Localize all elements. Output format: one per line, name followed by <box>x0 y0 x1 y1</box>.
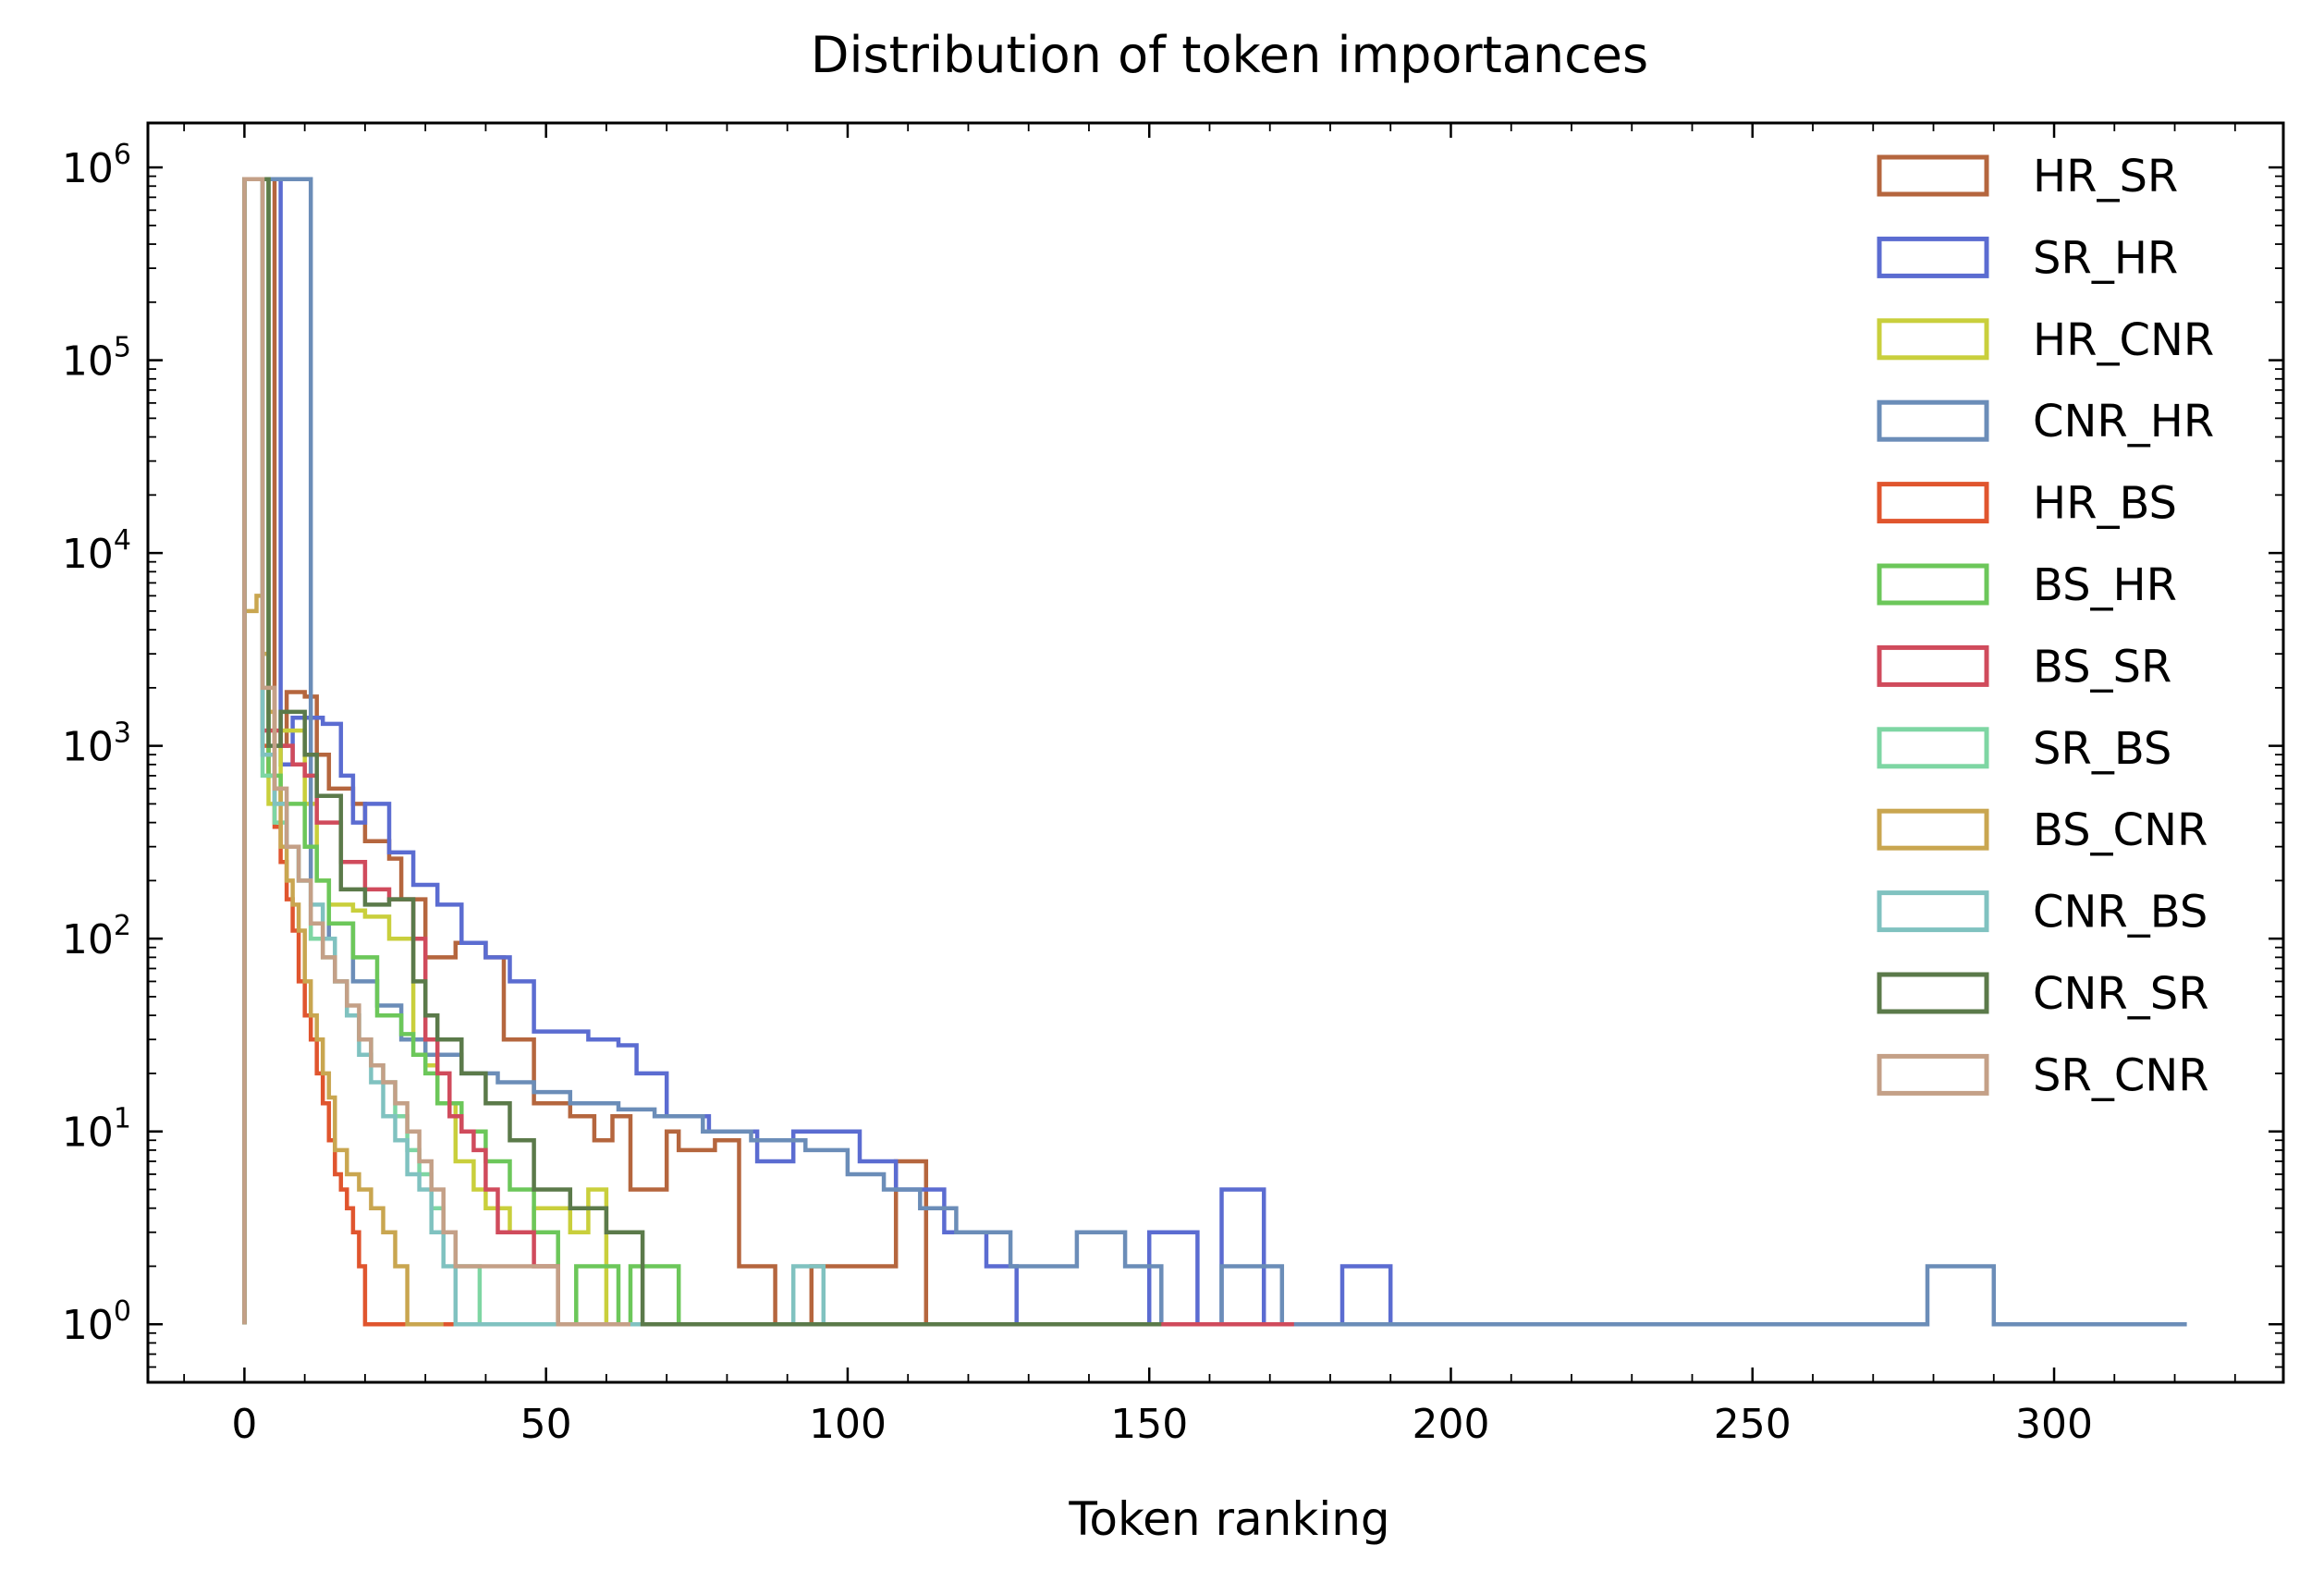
y-tick-label: 103 <box>62 718 131 771</box>
x-axis-label: Token ranking <box>1068 1492 1389 1546</box>
x-tick-label: 100 <box>809 1401 887 1448</box>
legend-swatch <box>1877 399 1989 442</box>
legend-swatch <box>1877 563 1989 606</box>
x-tick-label: 150 <box>1110 1401 1188 1448</box>
chart-title: Distribution of token importances <box>811 26 1648 84</box>
legend: HR_SR SR_HR HR_CNR CNR_HR HR_BS BS_HR BS_SR SR_… <box>1877 151 2214 1101</box>
y-tick-label: 102 <box>62 910 131 963</box>
legend-label: SR_HR <box>2033 232 2178 284</box>
series-sr-hr <box>242 177 1451 1327</box>
x-axis-ticks: 0 50 100 150 200 250 300 <box>231 123 2093 1448</box>
legend-label: CNR_BS <box>2033 887 2208 938</box>
legend-swatch <box>1877 154 1989 197</box>
legend-label: SR_BS <box>2033 723 2171 775</box>
legend-label: HR_CNR <box>2033 314 2214 366</box>
legend-swatch <box>1877 727 1989 769</box>
legend-label: CNR_HR <box>2033 396 2214 448</box>
legend-label: BS_HR <box>2033 559 2177 611</box>
y-tick-label: 100 <box>62 1295 131 1349</box>
legend-swatch <box>1877 808 1989 851</box>
x-tick-label: 200 <box>1412 1401 1489 1448</box>
legend-label: BS_SR <box>2033 641 2171 693</box>
y-tick-label: 105 <box>62 332 131 386</box>
legend-swatch <box>1877 318 1989 361</box>
legend-label: BS_CNR <box>2033 804 2208 856</box>
series-cnr-sr <box>242 177 1162 1327</box>
legend-label: HR_SR <box>2033 151 2178 202</box>
legend-label: CNR_SR <box>2033 968 2209 1020</box>
legend-label: HR_BS <box>2033 478 2177 530</box>
legend-label: SR_CNR <box>2033 1049 2209 1101</box>
plot-frame <box>146 121 2285 1384</box>
legend-swatch <box>1877 236 1989 278</box>
legend-swatch <box>1877 1053 1989 1096</box>
y-tick-label: 104 <box>62 524 131 578</box>
legend-swatch <box>1877 644 1989 687</box>
series-sr-cnr <box>242 177 630 1327</box>
legend-swatch <box>1877 972 1989 1014</box>
y-tick-label: 106 <box>62 139 131 192</box>
plot-area: 0 50 100 150 200 250 300 100 101 102 103 104 105 106 <box>62 121 2285 1448</box>
series-layer <box>242 177 2187 1327</box>
x-tick-label: 300 <box>2015 1401 2093 1448</box>
x-tick-label: 250 <box>1714 1401 1792 1448</box>
x-tick-label: 50 <box>520 1401 572 1448</box>
legend-swatch <box>1877 890 1989 933</box>
legend-swatch <box>1877 482 1989 524</box>
y-axis-ticks: 100 101 102 103 104 105 106 <box>62 139 2283 1349</box>
x-tick-label: 0 <box>231 1401 257 1448</box>
y-tick-label: 101 <box>62 1103 131 1157</box>
series-bs-hr <box>242 177 921 1327</box>
